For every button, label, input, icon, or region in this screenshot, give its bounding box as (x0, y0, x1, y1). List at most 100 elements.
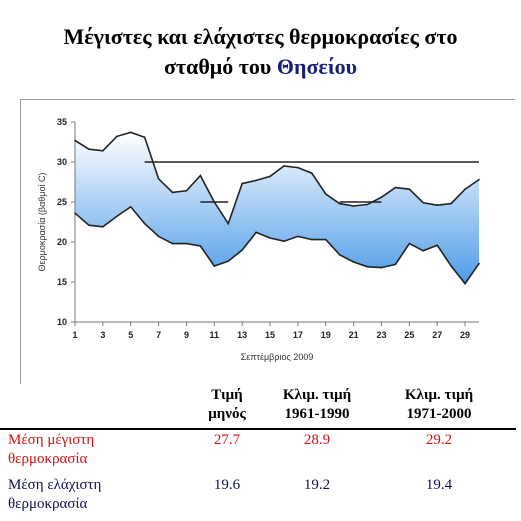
header-line: Κλιμ. τιμή (404, 387, 474, 403)
page-title: Μέγιστες και ελάχιστες θερμοκρασίες στο … (0, 22, 521, 82)
x-tick-label: 25 (404, 330, 414, 340)
max-temperature-point (422, 202, 425, 204)
max-temperature-point (199, 174, 202, 177)
min-temperature-point (478, 262, 480, 265)
min-temperature-point (324, 238, 327, 241)
row-label-mean-max: Μέση μέγιστη θερμοκρασία (8, 431, 168, 469)
max-temperature-point (157, 178, 160, 180)
row-label-line: Μέση ελάχιστη (8, 477, 102, 493)
row-label-line: Μέση μέγιστη (8, 432, 95, 448)
title-line-1: Μέγιστες και ελάχιστες θερμοκρασίες στο (63, 24, 458, 49)
max-temperature-point (311, 172, 313, 174)
min-temperature-point (283, 240, 285, 242)
max-temperature-point (283, 165, 285, 167)
y-tick-label: 15 (57, 277, 67, 287)
x-tick-label: 11 (210, 330, 220, 340)
max-temperature-point (352, 205, 355, 207)
min-temperature-point (255, 231, 257, 234)
max-temperature-point (213, 201, 216, 203)
max-temperature-point (241, 182, 243, 185)
y-tick-label: 20 (57, 237, 67, 247)
header-line: 1961-1990 (284, 406, 350, 422)
cell-mean-min-month: 19.6 (213, 477, 241, 493)
x-tick-label: 5 (128, 330, 133, 340)
x-tick-label: 3 (100, 330, 105, 340)
max-temperature-point (478, 178, 480, 181)
x-tick-label: 7 (156, 330, 161, 340)
table-header-1961-1990: Κλιμ. τιμή 1961-1990 (257, 386, 377, 424)
row-label-line: θερμοκρασία (8, 451, 88, 467)
x-tick-label: 23 (376, 330, 386, 340)
max-temperature-point (450, 202, 452, 205)
min-temperature-point (241, 249, 243, 251)
cell-mean-min-1961-1990: 19.2 (303, 477, 331, 493)
min-temperature-point (311, 238, 313, 241)
min-temperature-point (436, 244, 439, 246)
min-temperature-point (464, 282, 466, 285)
min-temperature-point (380, 266, 383, 269)
min-temperature-point (213, 265, 216, 267)
header-line: Κλιμ. τιμή (282, 387, 352, 403)
x-tick-label: 19 (321, 330, 331, 340)
min-temperature-point (338, 254, 341, 256)
y-axis-label: Θερμοκρασία (βαθμοί C) (37, 173, 47, 272)
header-line: Τιμή (211, 387, 243, 403)
cell-mean-min-1971-2000: 19.4 (425, 477, 453, 493)
max-temperature-point (74, 139, 76, 142)
table-header-1971-2000: Κλιμ. τιμή 1971-2000 (379, 386, 499, 424)
chart-frame: 10 15 20 25 30 35 1 3 5 7 9 11 13 15 17 19 21 23 25 27 29 Σεπ… (20, 99, 515, 384)
x-tick-label: 17 (293, 330, 303, 340)
max-temperature-point (464, 188, 466, 190)
header-line: μηνός (208, 406, 246, 422)
title-prefix: σταθμό του (163, 54, 277, 79)
min-temperature-point (157, 235, 160, 238)
max-temperature-point (143, 136, 146, 138)
max-temperature-point (88, 148, 90, 150)
cell-mean-max-1971-2000: 29.2 (425, 432, 453, 448)
min-temperature-point (297, 235, 299, 238)
title-station-name: Θησείου (276, 54, 358, 79)
max-temperature-point (366, 203, 369, 206)
max-temperature-point (408, 188, 411, 190)
y-tick-label: 25 (57, 197, 67, 207)
max-temperature-point (227, 222, 230, 225)
summary-table: Τιμή μηνός Κλιμ. τιμή 1961-1990 Κλιμ. τι… (0, 386, 521, 521)
max-temperature-point (297, 166, 299, 169)
max-temperature-point (338, 202, 341, 205)
max-temperature-point (394, 186, 397, 189)
cell-mean-max-month: 27.7 (213, 432, 241, 448)
max-temperature-point (185, 190, 188, 192)
temperature-band-fill (75, 132, 479, 284)
max-temperature-point (171, 191, 174, 194)
min-temperature-point (199, 245, 202, 247)
min-temperature-point (352, 261, 355, 263)
x-tick-label: 9 (184, 330, 189, 340)
max-temperature-point (436, 204, 439, 206)
min-temperature-line (74, 205, 480, 285)
header-line: 1971-2000 (406, 406, 472, 422)
max-temperature-point (380, 196, 383, 198)
row-label-mean-min: Μέση ελάχιστη θερμοκρασία (8, 476, 168, 514)
min-temperature-point (74, 212, 76, 214)
min-temperature-point (102, 226, 104, 228)
x-axis-label: Σεπτέμβριος 2009 (241, 352, 314, 362)
y-tick-label: 10 (57, 317, 67, 327)
x-tick-label: 1 (72, 330, 77, 340)
min-temperature-point (129, 206, 132, 208)
max-temperature-point (269, 175, 271, 178)
max-temperature-line (74, 131, 480, 226)
min-temperature-point (171, 242, 174, 245)
x-tick-label: 29 (460, 330, 470, 340)
cell-mean-max-1961-1990: 28.9 (303, 432, 331, 448)
x-tick-label: 15 (265, 330, 275, 340)
y-tick-label: 30 (57, 157, 67, 167)
table-header-month: Τιμή μηνός (167, 386, 287, 424)
min-temperature-point (422, 250, 425, 252)
min-temperature-point (227, 260, 230, 262)
table-divider (0, 428, 516, 430)
min-temperature-point (394, 263, 397, 266)
min-temperature-point (408, 242, 411, 245)
y-tick-label: 35 (57, 117, 67, 127)
x-tick-label: 13 (237, 330, 247, 340)
